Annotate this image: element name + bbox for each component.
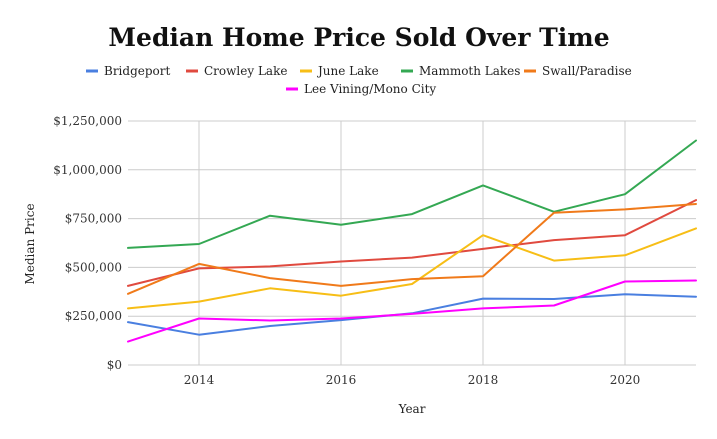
y-tick-label: $1,250,000 [53,114,122,128]
x-tick-label: 2014 [184,373,215,387]
x-axis-ticks: 2014 2016 2018 2020 [184,373,641,387]
series-line-june-lake [127,227,697,310]
y-axis-ticks: $0 $250,000 $500,000 $750,000 $1,000,000 $1,2… [53,114,122,372]
y-tick-label: $500,000 [65,260,122,274]
chart-title: Median Home Price Sold Over Time [108,23,609,52]
y-tick-label: $0 [107,358,122,372]
series-lines [127,139,697,343]
legend: Bridgeport Crowley Lake June Lake Mammoth L… [86,64,632,96]
legend-label-june-lake: June Lake [316,64,379,78]
series-line-mammoth-lakes [127,139,697,249]
y-tick-label: $250,000 [65,309,122,323]
legend-label-bridgeport: Bridgeport [104,64,171,78]
x-axis-label: Year [398,402,426,416]
legend-label-swall-paradise: Swall/Paradise [542,64,632,78]
y-tick-label: $1,000,000 [53,163,122,177]
x-tick-label: 2018 [468,373,499,387]
y-axis-label: Median Price [23,203,37,284]
series-line-crowley-lake [127,199,697,287]
legend-label-mammoth-lakes: Mammoth Lakes [419,64,520,78]
y-tick-label: $750,000 [65,212,122,226]
x-tick-label: 2020 [610,373,641,387]
series-line-swall-paradise [127,203,697,295]
legend-label-lee-vining-mono-city: Lee Vining/Mono City [304,82,436,96]
grid [128,120,696,366]
series-line-lee-vining-mono-city [127,279,697,343]
x-tick-label: 2016 [326,373,357,387]
legend-label-crowley-lake: Crowley Lake [204,64,287,78]
